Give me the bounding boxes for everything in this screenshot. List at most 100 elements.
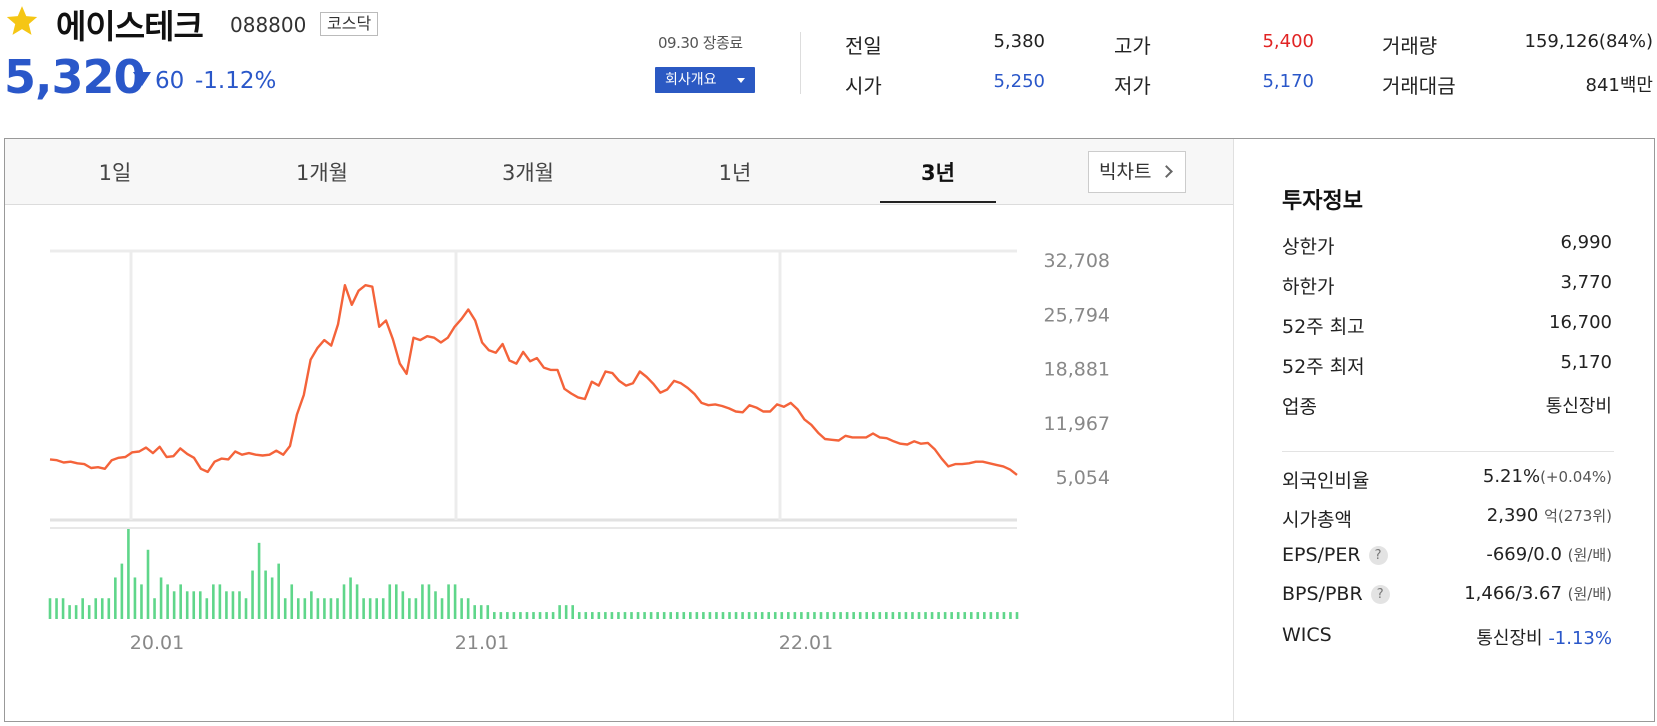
volume-label: 거래량 [1382,34,1438,58]
low-value: 5,170 [1262,71,1314,92]
volume-bar [682,612,686,619]
current-price: 5,320 [4,50,146,104]
upper-limit-value: 6,990 [1560,232,1612,253]
tab-3year[interactable]: 3년 [921,161,955,185]
wics-sector[interactable]: 통신장비 [1476,628,1543,649]
volume-bar [538,612,542,619]
volume-bar [649,612,653,619]
volume-bar [375,598,378,619]
high52-label: 52주 최고 [1282,316,1365,338]
volume-bar [434,591,437,619]
market-cap-value: 2,390 억(273위) [1487,505,1612,526]
divider [800,32,801,94]
volume-bar [963,612,967,619]
volume-bar [519,612,522,619]
volume-bar [329,598,333,619]
volume-bar [127,529,130,619]
volume-bar [447,584,450,619]
volume-bar [166,584,169,619]
divider [1282,451,1614,452]
volume-bar [1015,612,1019,619]
bps-pbr-text: BPS/PBR [1282,583,1363,605]
wics-rate: -1.13% [1548,628,1612,649]
high52-value: 16,700 [1549,312,1612,333]
amount-value: 841백만 [1585,75,1653,96]
volume-bar [453,584,457,619]
tab-1month[interactable]: 1개월 [295,161,348,185]
price-line [49,284,1018,476]
volume-bar [257,542,261,619]
volume-bar [218,584,222,619]
volume-bar [983,612,986,619]
volume-bar [787,612,790,619]
volume-bar [643,612,646,619]
volume-bar [100,598,104,619]
volume-bar [591,612,594,619]
lower-limit-value: 3,770 [1560,272,1612,293]
volume-bar [911,612,914,619]
volume-bar [760,612,764,619]
volume-bar [845,612,849,619]
sector-value[interactable]: 통신장비 [1545,396,1612,417]
volume-bar [362,598,365,619]
investment-info-title: 투자정보 [1282,189,1363,214]
help-icon[interactable]: ? [1370,585,1390,604]
volume-bar [747,612,751,619]
price-change-rate: -1.12% [195,68,277,94]
volume-bar [355,584,359,619]
volume-bar [440,598,444,619]
volume-bar [669,612,673,619]
favorite-star-icon[interactable] [4,4,40,38]
y-tick-label: 25,794 [1044,304,1110,326]
volume-bar [662,612,666,619]
volume-bar [107,598,111,619]
volume-bar [826,612,829,619]
volume-bar [885,612,888,619]
help-icon[interactable]: ? [1368,546,1388,565]
amount-label: 거래대금 [1382,74,1456,98]
big-chart-button[interactable]: 빅차트 [1088,151,1186,193]
low52-value: 5,170 [1560,352,1612,373]
volume-bar [551,612,555,619]
eps-per-text: EPS/PER [1282,544,1361,566]
volume-bar [87,605,91,619]
tab-1year[interactable]: 1년 [718,161,752,185]
market-status: 09.30 장종료 [658,34,743,52]
volume-bar [506,612,509,619]
foreign-ratio: 5.21% [1482,466,1541,487]
chevron-right-icon [1160,165,1173,178]
volume-bar [81,598,84,619]
company-overview-button[interactable]: 회사개요 [655,67,755,93]
volume-bar [989,612,993,619]
volume-bar [231,591,235,619]
volume-bar [512,612,516,619]
tab-3month[interactable]: 3개월 [501,161,554,185]
volume-bar [159,577,163,619]
stock-code: 088800 [230,13,307,37]
volume-bar [584,612,588,619]
price-chart[interactable]: 32,708 25,794 18,881 11,967 5,054 20.01 21.01… [5,205,1233,721]
volume-bar [408,598,411,619]
x-tick-label: 22.01 [779,632,833,654]
volume-bar [349,577,352,619]
volume-bar [277,563,280,619]
x-tick-label: 20.01 [130,632,184,654]
low52-label: 52주 최저 [1282,356,1365,378]
active-tab-indicator [880,201,996,203]
volume-bar [368,598,372,619]
company-overview-label: 회사개요 [665,72,717,88]
volume-bar [270,577,274,619]
high-label: 고가 [1114,34,1151,58]
volume-bar [172,591,176,619]
volume-bar [891,612,895,619]
volume-bar [290,584,294,619]
volume-bar [852,612,855,619]
volume-bar [708,612,712,619]
volume-bar [153,598,156,619]
volume-bar [819,612,823,619]
tab-1day[interactable]: 1일 [98,161,132,185]
high-value: 5,400 [1262,31,1314,52]
volume-bar [558,605,561,619]
volume-bar [205,598,209,619]
bps-pbr: 1,466/3.67 [1464,583,1562,604]
